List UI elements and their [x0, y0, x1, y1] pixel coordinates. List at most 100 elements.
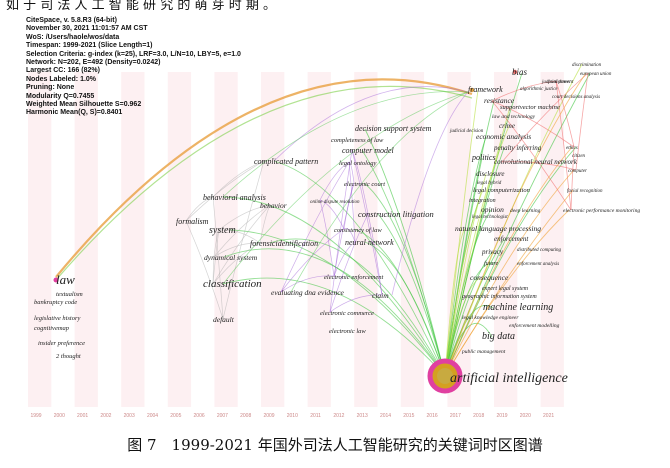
keyword-label-resistance: resistance — [484, 96, 515, 105]
edge — [212, 204, 271, 285]
edge — [444, 251, 493, 377]
edge — [212, 229, 220, 285]
edge — [351, 149, 369, 215]
keyword-label-completeness-of-law: completeness of law — [331, 137, 384, 144]
edge — [280, 161, 350, 293]
keyword-label-opinion: opinion — [481, 205, 504, 214]
citespace-info-block: CiteSpace, v. 5.8.R3 (64-bit) November 3… — [26, 17, 241, 118]
edge — [329, 213, 369, 313]
edge — [501, 72, 589, 163]
year-label: 2003 — [124, 413, 135, 419]
keyword-label-privacy: privacy — [481, 248, 504, 256]
keyword-label-discrimination: discrimination — [572, 63, 602, 68]
year-label: 2016 — [427, 413, 438, 419]
edge — [491, 80, 557, 102]
info-line: Pruning: None — [26, 84, 75, 92]
edge — [444, 72, 587, 377]
keyword-label-politics: politics — [471, 153, 496, 162]
keyword-label-crime: crime — [499, 122, 515, 130]
edge — [348, 161, 356, 243]
keyword-label-online-dispute-resolution: online dispute resolution — [310, 200, 360, 205]
edge — [444, 228, 466, 377]
keyword-label-behavior: behavior — [260, 201, 287, 210]
keyword-label-electronic-enforcement: electronic enforcement — [324, 274, 383, 281]
edge — [269, 238, 446, 377]
keyword-label-judicial-power: judicial power — [541, 80, 571, 85]
edge — [273, 160, 446, 377]
edge — [319, 199, 335, 277]
year-label: 2013 — [357, 413, 368, 419]
year-stripe — [121, 72, 145, 407]
keyword-label-artificial-intelligence: artificial intelligence — [450, 371, 568, 386]
edge — [218, 204, 271, 231]
keyword-label-distributed-computing: distributed computing — [517, 248, 562, 253]
edge — [491, 100, 572, 211]
keyword-label-forensicidentification: forensicidentification — [250, 239, 318, 248]
year-label: 2000 — [54, 413, 65, 419]
keyword-label-court-decisions-analysis: court decisions analysis — [552, 95, 600, 100]
edge — [555, 80, 575, 148]
edge — [491, 100, 575, 148]
year-stripe — [400, 72, 425, 407]
keyword-label-geographic-information-system: geographic information system — [462, 293, 537, 300]
edge — [280, 275, 335, 293]
year-label: 2011 — [310, 413, 321, 419]
keyword-label-public-management: public management — [461, 349, 506, 355]
edge — [319, 161, 350, 201]
keyword-label-facial-recognition: facial recognition — [567, 189, 603, 194]
edge — [290, 91, 469, 293]
keyword-label-claim: claim — [372, 291, 389, 300]
keyword-label-integration: integration — [469, 198, 496, 204]
edge — [218, 229, 261, 244]
edge — [319, 199, 345, 230]
edge — [570, 146, 575, 211]
edge — [444, 209, 492, 377]
keyword-label-computer-model: computer model — [342, 146, 395, 155]
keyword-label-electronic-performance-monitoring: electronic performance monitoring — [563, 207, 640, 214]
edge — [185, 196, 214, 222]
edge — [575, 72, 589, 171]
edge — [367, 213, 383, 296]
edge — [185, 220, 224, 320]
keyword-label-european-union: european union — [580, 72, 612, 77]
info-line: Nodes Labeled: 1.0% — [26, 75, 97, 83]
keyword-label-deep-learning: deep learning — [510, 208, 541, 214]
year-axis: 1999 2000 2001 2002 2003 2004 2005 2006 2007 2008… — [30, 413, 554, 419]
keyword-label-electronic-commerce: electronic commerce — [320, 310, 374, 317]
keyword-label-framework: framework — [468, 85, 503, 94]
year-stripe — [354, 72, 378, 407]
keyword-label-construction-litigation: construction litigation — [358, 209, 434, 219]
year-stripe — [307, 72, 331, 407]
year-label: 2014 — [380, 413, 391, 419]
keyword-label-computer: computer — [568, 169, 587, 174]
edge — [213, 204, 271, 258]
edge — [222, 160, 265, 320]
keyword-label-legislative-history: legislative history — [34, 315, 81, 322]
edge — [351, 149, 383, 296]
keyword-label-legal-computerization: legal computerization — [473, 187, 530, 194]
keyword-label-algorithmic-justice: algorithmic justice — [520, 87, 558, 92]
year-label: 2002 — [100, 413, 111, 419]
keyword-label-electronic-court: electronic court — [344, 181, 385, 188]
year-label: 2001 — [77, 413, 88, 419]
keyword-label-system: system — [209, 225, 236, 236]
keyword-label-enforcement-modelling: enforcement modelling — [509, 322, 560, 329]
edge — [348, 161, 355, 184]
edge — [333, 241, 356, 277]
year-label: 2010 — [287, 413, 298, 419]
year-label: 1999 — [30, 413, 41, 419]
info-line: Network: N=202, E=492 (Density=0.0242) — [26, 59, 161, 67]
top-text-fragment: 如 于 司 法 人 工 智 能 研 究 的 萌 芽 时 期 。 — [6, 0, 276, 10]
keyword-label-consequence: consequence — [470, 273, 509, 282]
info-line: Weighted Mean Silhouette S=0.962 — [26, 101, 142, 109]
edge — [444, 89, 479, 377]
edge — [212, 196, 224, 320]
year-label: 2008 — [240, 413, 251, 419]
keyword-label-law: law — [56, 272, 75, 287]
year-label: 2018 — [473, 413, 484, 419]
keyword-label-punishment: punishment — [547, 79, 574, 85]
edge — [223, 248, 446, 377]
edge — [222, 91, 469, 285]
keyword-label-default: default — [213, 315, 235, 324]
